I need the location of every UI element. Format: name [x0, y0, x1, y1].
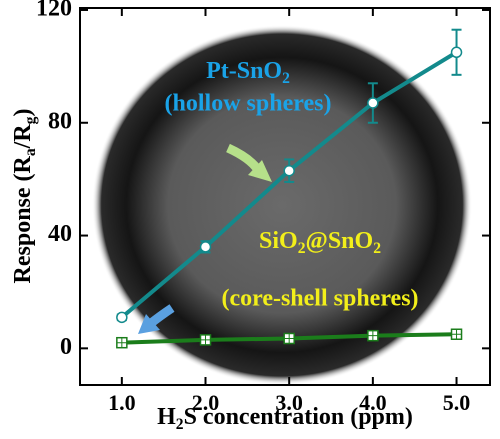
marker-cross — [451, 329, 462, 340]
background-sphere — [92, 25, 472, 385]
x-tick-label: 2.0 — [192, 390, 220, 415]
marker — [450, 46, 463, 59]
marker-cross — [116, 337, 127, 348]
y-axis-label: Response (Ra/Rg) — [10, 109, 39, 284]
y-axis-label-part: /R — [10, 124, 36, 150]
y-tick-label: 0 — [60, 334, 72, 360]
arrow-head-si — [138, 314, 160, 334]
arrow-head-pt — [248, 160, 272, 182]
y-axis-label-part: a — [22, 148, 39, 156]
x-tick-label: 5.0 — [443, 390, 471, 415]
marker-cross — [200, 334, 211, 345]
series-label-part: 2 — [298, 240, 306, 257]
plot-frame — [79, 7, 491, 386]
series-label-part: SiO — [259, 228, 298, 254]
x-tick-label: 3.0 — [275, 390, 303, 415]
series-subtitle: (core-shell spheres) — [221, 286, 418, 312]
marker — [283, 164, 295, 177]
marker-cross — [367, 330, 378, 341]
series-label: Pt-SnO2 — [206, 58, 290, 87]
series-label: SiO2@SnO2 — [259, 228, 381, 257]
series-label-part: @SnO — [306, 228, 374, 254]
series-subtitle: (hollow spheres) — [165, 91, 332, 117]
x-axis-label-part: H — [157, 404, 176, 430]
y-tick-label: 120 — [36, 0, 72, 21]
x-axis-label-part: S concentration (ppm) — [184, 404, 413, 430]
x-tick-label: 1.0 — [108, 390, 136, 415]
y-tick-label: 40 — [48, 221, 72, 247]
y-axis-label-part: g — [22, 116, 39, 124]
marker — [367, 97, 379, 109]
x-tick-label: 4.0 — [359, 390, 387, 415]
y-tick-label: 80 — [48, 108, 72, 134]
marker — [116, 311, 128, 324]
series-label-part: 2 — [282, 70, 290, 87]
marker-cross — [284, 333, 295, 344]
series-label-part: 2 — [373, 240, 381, 257]
y-axis-label-part: ) — [10, 109, 36, 117]
x-axis-label: H2S concentration (ppm) — [157, 404, 413, 433]
y-axis-label-part: Response (R — [10, 155, 36, 283]
marker — [199, 241, 212, 253]
x-axis-label-part: 2 — [176, 416, 184, 433]
series-label-part: Pt-SnO — [206, 58, 282, 84]
